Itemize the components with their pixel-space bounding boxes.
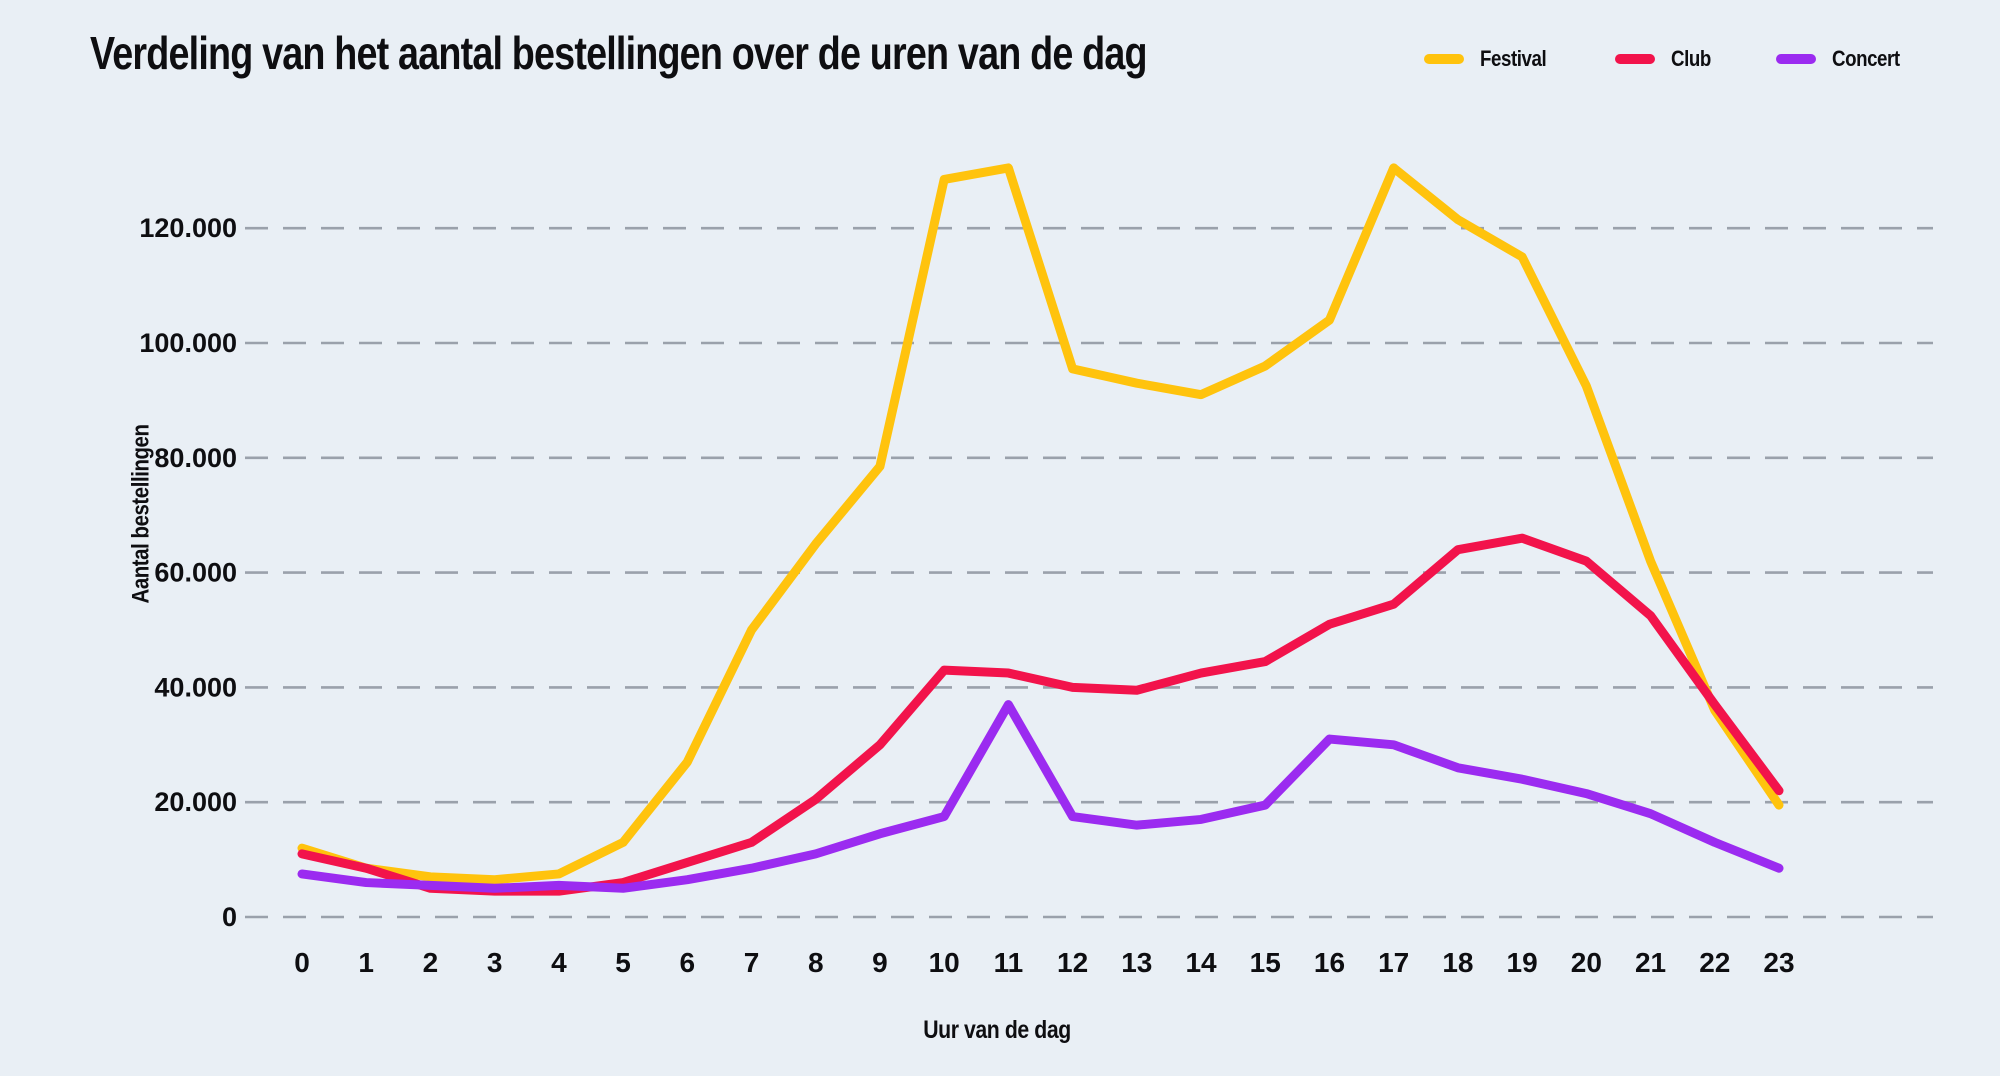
- x-tick-label-9: 9: [872, 947, 888, 978]
- legend-item-concert: Concert: [1776, 46, 1912, 72]
- x-axis-title: Uur van de dag: [923, 1016, 1071, 1044]
- y-tick-label: 80.000: [154, 443, 237, 473]
- legend-item-festival: Festival: [1423, 46, 1558, 72]
- x-tick-label-19: 19: [1507, 947, 1538, 978]
- x-tick-label-0: 0: [294, 947, 310, 978]
- club-swatch-icon: [1615, 54, 1656, 64]
- x-tick-label-1: 1: [358, 947, 374, 978]
- x-tick-label-3: 3: [487, 947, 503, 978]
- series-line-concert: [297, 700, 1784, 893]
- x-tick-label-21: 21: [1635, 947, 1666, 978]
- x-tick-label-16: 16: [1314, 947, 1345, 978]
- x-tick-label-10: 10: [929, 947, 960, 978]
- y-tick-label: 120.000: [139, 213, 237, 243]
- x-tick-label-13: 13: [1121, 947, 1152, 978]
- y-tick-label: 0: [222, 902, 237, 932]
- y-tick-label: 100.000: [139, 328, 237, 358]
- x-tick-label-8: 8: [808, 947, 824, 978]
- x-tick-label-2: 2: [423, 947, 439, 978]
- x-tick-label-5: 5: [615, 947, 631, 978]
- x-tick-label-14: 14: [1185, 947, 1217, 978]
- x-tick-label-12: 12: [1057, 947, 1088, 978]
- chart-title: Verdeling van het aantal bestellingen ov…: [90, 27, 1148, 79]
- festival-swatch-icon: [1423, 54, 1464, 64]
- series-line-festival: [297, 163, 1784, 885]
- x-tick-label-18: 18: [1442, 947, 1473, 978]
- legend: Festival Club Concert: [1423, 46, 1912, 72]
- x-tick-label-7: 7: [744, 947, 760, 978]
- y-tick-label: 60.000: [154, 558, 237, 588]
- x-tick-label-17: 17: [1378, 947, 1409, 978]
- x-tick-label-6: 6: [680, 947, 696, 978]
- legend-label-club: Club: [1671, 46, 1712, 71]
- legend-label-concert: Concert: [1832, 46, 1901, 71]
- x-tick-label-20: 20: [1571, 947, 1602, 978]
- x-tick-label-4: 4: [551, 947, 567, 978]
- concert-swatch-icon: [1776, 54, 1817, 64]
- y-tick-label: 40.000: [154, 672, 237, 702]
- x-tick-label-11: 11: [994, 947, 1024, 978]
- y-tick-label: 20.000: [154, 787, 237, 817]
- legend-item-club: Club: [1615, 46, 1718, 72]
- series-line-club: [297, 533, 1784, 896]
- legend-label-festival: Festival: [1479, 46, 1547, 71]
- x-tick-label-15: 15: [1250, 947, 1281, 978]
- x-tick-label-22: 22: [1699, 947, 1730, 978]
- x-tick-label-23: 23: [1763, 947, 1794, 978]
